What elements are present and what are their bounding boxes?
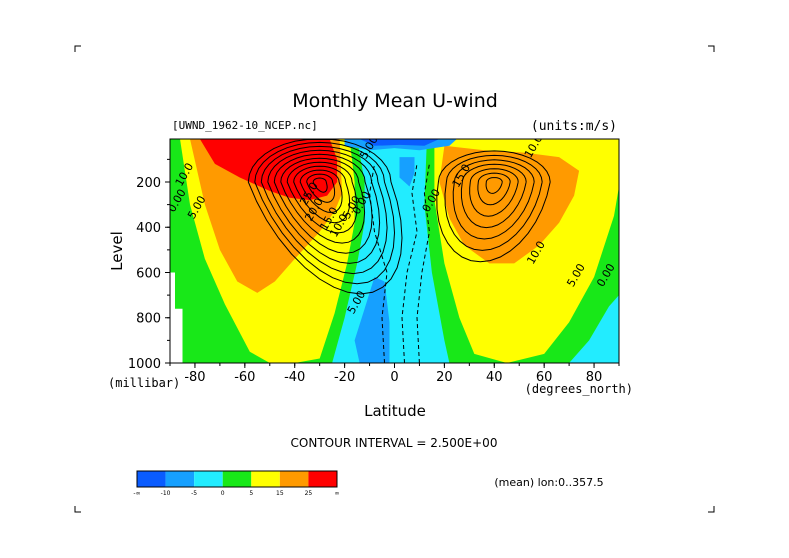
- contour-south-2: [306, 173, 336, 203]
- y-units-label: (millibar): [108, 376, 180, 390]
- contour-south-7: [273, 153, 373, 254]
- contour-lines: [247, 139, 551, 363]
- colorbar-bin: [279, 471, 309, 487]
- colorbar-bin: [194, 471, 223, 487]
- colorbar-bin: [308, 471, 337, 487]
- colorbar-label: -10: [161, 490, 171, 497]
- fill-trop-neg: [354, 277, 390, 363]
- x-units-label: (degrees_north): [525, 382, 633, 396]
- contour-south-3: [299, 169, 343, 214]
- contour-north-1: [485, 177, 503, 194]
- colorbar-bin: [137, 471, 166, 487]
- colorbar-label: 5: [249, 490, 253, 497]
- x-tick-label: -40: [284, 370, 305, 385]
- x-tick-label: 40: [486, 370, 503, 385]
- dataset-label: [UWND_1962-10_NCEP.nc]: [172, 119, 318, 132]
- contour-north-2: [477, 172, 511, 206]
- colorbar-label: 15: [276, 490, 284, 497]
- x-tick-label: 20: [436, 370, 453, 385]
- contour-south-9: [260, 145, 388, 275]
- contour-south-1: [312, 177, 328, 193]
- contour-fills: [170, 139, 619, 363]
- contour-south-10: [254, 141, 396, 285]
- contour-north-6: [444, 154, 543, 251]
- mean-text: (mean) lon:0..357.5: [494, 476, 603, 489]
- contour-north-3: [469, 168, 519, 217]
- chart-title: Monthly Mean U-wind: [292, 90, 498, 112]
- x-tick-label: -80: [184, 370, 205, 385]
- contour-south-5: [286, 161, 358, 234]
- contour-south-11: [247, 139, 403, 295]
- colorbar-bin: [222, 471, 252, 487]
- colorbar-frame: [136, 470, 338, 488]
- contour-negative-0: [369, 163, 388, 363]
- plot-area: 10.00.005.00 25.020.015.010.00.005.005.00…: [170, 139, 619, 363]
- colorbar-label: 0: [221, 490, 225, 497]
- x-tick-label: 60: [536, 370, 553, 385]
- fill-polar-gap: [170, 272, 183, 363]
- contour-negative-1: [401, 163, 418, 363]
- contour-north-7: [436, 150, 551, 263]
- y-axis: 200 400 600 800 1000: [128, 158, 170, 372]
- x-tick-label: 80: [586, 370, 603, 385]
- contour-south-6: [280, 157, 366, 244]
- y-tick-label: 600: [136, 266, 161, 281]
- corner-marks: [74, 45, 715, 513]
- colorbar-label: -5: [191, 490, 197, 497]
- units-label: (units:m/s): [531, 119, 617, 134]
- colorbar-bin: [251, 471, 280, 487]
- x-tick-label: 0: [390, 370, 398, 385]
- x-axis: -80 -60 -40 -20 0 20 40 60 80: [169, 363, 620, 385]
- fill-upper-neg: [399, 157, 415, 187]
- colorbar-label: -∞: [133, 490, 140, 497]
- colorbar: -∞ -10 -5 0 5 15 25 ∞: [133, 470, 340, 497]
- contour-interval-text: CONTOUR INTERVAL = 2.500E+00: [291, 436, 498, 450]
- y-tick-label: 200: [136, 176, 161, 191]
- contour-north-5: [452, 159, 535, 240]
- contour-south-8: [267, 149, 381, 264]
- x-axis-title: Latitude: [364, 402, 426, 420]
- contour-south-4: [293, 165, 351, 224]
- y-axis-title: Level: [108, 231, 126, 271]
- contour-negative-2: [416, 163, 430, 363]
- colorbar-bin: [165, 471, 195, 487]
- fill-strat-neg-strong: [359, 139, 440, 146]
- y-tick-label: 400: [136, 221, 161, 236]
- x-tick-label: -60: [234, 370, 255, 385]
- y-tick-label: 1000: [128, 357, 161, 372]
- contour-north-4: [460, 163, 527, 229]
- colorbar-label: 25: [305, 490, 313, 497]
- y-tick-label: 800: [136, 312, 161, 327]
- colorbar-label: ∞: [335, 490, 340, 497]
- fill-south-top: [199, 139, 338, 201]
- x-tick-label: -20: [334, 370, 355, 385]
